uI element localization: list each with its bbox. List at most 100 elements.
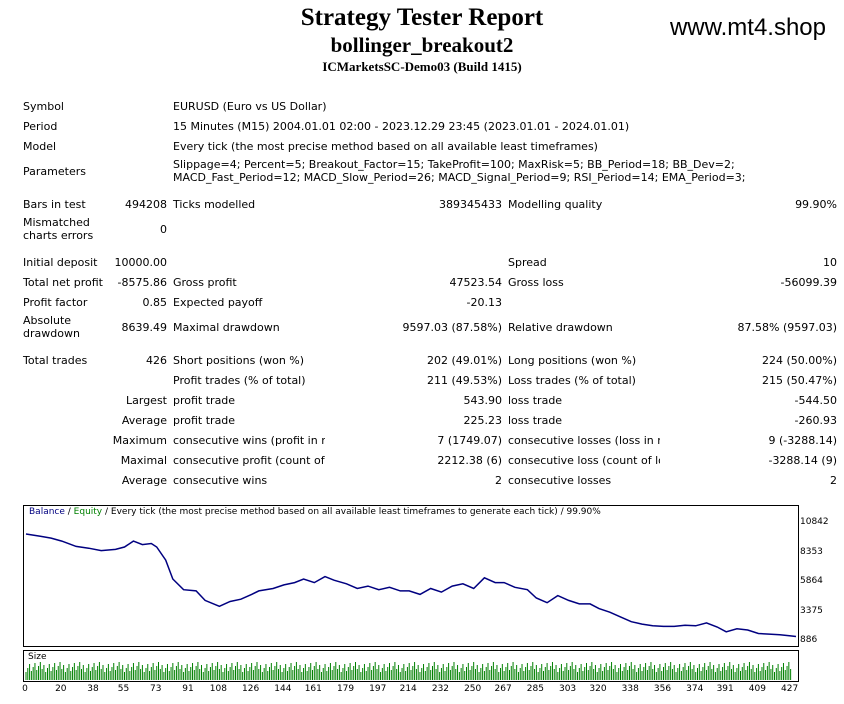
average-label: Average <box>121 413 167 427</box>
short-label: Short positions (won %) <box>173 353 305 367</box>
rel-drawdown-label: Relative drawdown <box>508 320 613 334</box>
maximum-label: Maximum <box>112 433 167 447</box>
expected-payoff-value: -20.13 <box>466 295 502 309</box>
average-loss-value: -260.93 <box>794 413 838 427</box>
period-label: Period <box>23 119 58 133</box>
profit-trades-row: Profit trades (% of total) 211 (49.53%) … <box>20 370 840 390</box>
quality-value: 99.90% <box>795 197 838 211</box>
model-label: Model <box>23 139 57 153</box>
factor-row: Profit factor 0.85 Expected payoff -20.1… <box>20 292 840 312</box>
profit-row: Total net profit -8575.86 Gross profit 4… <box>20 272 840 292</box>
balance-line <box>25 533 797 638</box>
params-label: Parameters <box>23 164 86 178</box>
avg-cons-losses-value: 2 <box>830 473 838 487</box>
chart-legend: Balance / Equity / Every tick (the most … <box>29 507 601 517</box>
gross-profit-label: Gross profit <box>173 275 237 289</box>
spread-value: 10 <box>823 255 838 269</box>
max-cons-wins-value: 7 (1749.07) <box>437 433 502 447</box>
x-tick-label: 391 <box>716 684 734 694</box>
largest-loss-value: -544.50 <box>794 393 838 407</box>
max-cons-losses-label: consecutive losses (loss in money) <box>508 433 660 447</box>
maximal-cons-loss-value: -3288.14 (9) <box>768 453 838 467</box>
x-tick-label: 55 <box>117 684 130 694</box>
max-cons-losses-value: 9 (-3288.14) <box>768 433 838 447</box>
gross-loss-label: Gross loss <box>508 275 564 289</box>
x-tick-label: 267 <box>494 684 512 694</box>
gross-loss-value: -56099.39 <box>780 275 838 289</box>
largest-loss-label: loss trade <box>508 393 563 407</box>
balance-chart: Balance / Equity / Every tick (the most … <box>23 505 799 647</box>
report-title: Strategy Tester Report <box>300 4 544 31</box>
x-tick-label: 374 <box>686 684 704 694</box>
max-drawdown-label: Maximal drawdown <box>173 320 280 334</box>
gross-profit-value: 47523.54 <box>449 275 503 289</box>
profit-factor-label: Profit factor <box>23 295 88 309</box>
symbol-label: Symbol <box>23 99 64 113</box>
x-axis: 0 20 38 55 73 91 108 126 144 161 179 197 214 232 250 26… <box>22 684 799 698</box>
size-label: Size <box>28 652 47 662</box>
ticks-value: 389345433 <box>439 197 502 211</box>
average-row: Average profit trade 225.23 loss trade -… <box>20 410 840 430</box>
y-tick-label: 8353 <box>800 546 823 557</box>
total-trades-label: Total trades <box>23 353 88 367</box>
total-trades-value: 426 <box>146 353 167 367</box>
x-tick-label: 303 <box>558 684 577 694</box>
site-link[interactable]: www.mt4.shop <box>669 14 826 41</box>
maximal-cons-profit-value: 2212.38 (6) <box>437 453 502 467</box>
avg-label: Average <box>121 473 167 487</box>
y-tick-label: 886 <box>800 635 818 645</box>
model-value: Every tick (the most precise method base… <box>173 139 598 153</box>
net-profit-value: -8575.86 <box>117 275 167 289</box>
mismatch-label: Mismatched charts errors <box>23 216 94 242</box>
maximum-row: Maximum consecutive wins (profit in mone… <box>20 430 840 450</box>
legend-separator: / <box>64 507 74 517</box>
long-value: 224 (50.00%) <box>761 353 838 367</box>
avg-cons-wins-label: consecutive wins <box>173 473 268 487</box>
x-tick-label: 73 <box>149 684 162 694</box>
maximal-row: Maximal consecutive profit (count of win… <box>20 450 840 470</box>
largest-row: Largest profit trade 543.90 loss trade -… <box>20 390 840 410</box>
y-tick-label: 5864 <box>800 576 823 586</box>
maximal-cons-loss-label: consecutive loss (count of losses) <box>508 453 660 467</box>
max-cons-wins-label: consecutive wins (profit in money) <box>173 433 325 447</box>
abs-drawdown-value: 8639.49 <box>121 320 168 334</box>
x-tick-label: 38 <box>87 684 99 694</box>
long-label: Long positions (won %) <box>508 353 637 367</box>
initial-deposit-value: 10000.00 <box>114 255 168 269</box>
avg-cons-row: Average consecutive wins 2 consecutive l… <box>20 470 840 490</box>
balance-plot <box>25 533 797 638</box>
total-trades-row: Total trades 426 Short positions (won %)… <box>20 350 840 370</box>
x-tick-label: 108 <box>209 684 227 694</box>
max-drawdown-value: 9597.03 (87.58%) <box>402 320 502 334</box>
y-tick-label: 10842 <box>800 517 829 527</box>
deposit-row: Initial deposit 10000.00 Spread 10 <box>20 252 840 272</box>
x-tick-label: 356 <box>653 684 672 694</box>
x-tick-label: 250 <box>464 684 482 694</box>
avg-cons-wins-value: 2 <box>495 473 502 487</box>
bars-label: Bars in test <box>23 197 86 211</box>
spread-label: Spread <box>508 255 547 269</box>
initial-deposit-label: Initial deposit <box>23 255 98 269</box>
mismatch-row: Mismatched charts errors 0 <box>20 214 840 244</box>
loss-trades-value: 215 (50.47%) <box>761 373 838 387</box>
legend-description: / Every tick (the most precise method ba… <box>102 507 601 517</box>
maximal-label: Maximal <box>120 453 167 467</box>
x-tick-label: 214 <box>399 684 417 694</box>
bars-value: 494208 <box>125 197 167 211</box>
symbol-row: Symbol EURUSD (Euro vs US Dollar) <box>20 96 840 116</box>
x-tick-label: 427 <box>781 684 799 694</box>
loss-trades-label: Loss trades (% of total) <box>508 373 636 387</box>
avg-cons-losses-label: consecutive losses <box>508 473 612 487</box>
profit-factor-value: 0.85 <box>142 295 168 309</box>
x-tick-label: 320 <box>589 684 607 694</box>
net-profit-label: Total net profit <box>23 275 103 289</box>
x-tick-label: 232 <box>431 684 450 694</box>
x-tick-label: 20 <box>55 684 67 694</box>
legend-equity: Equity <box>73 507 103 517</box>
x-tick-label: 144 <box>274 684 292 694</box>
largest-profit-value: 543.90 <box>463 393 503 407</box>
expert-name: bollinger_breakout2 <box>330 33 514 57</box>
short-value: 202 (49.01%) <box>426 353 502 367</box>
x-tick-label: 285 <box>526 684 544 694</box>
server-name: ICMarketsSC-Demo03 (Build 1415) <box>322 59 522 74</box>
